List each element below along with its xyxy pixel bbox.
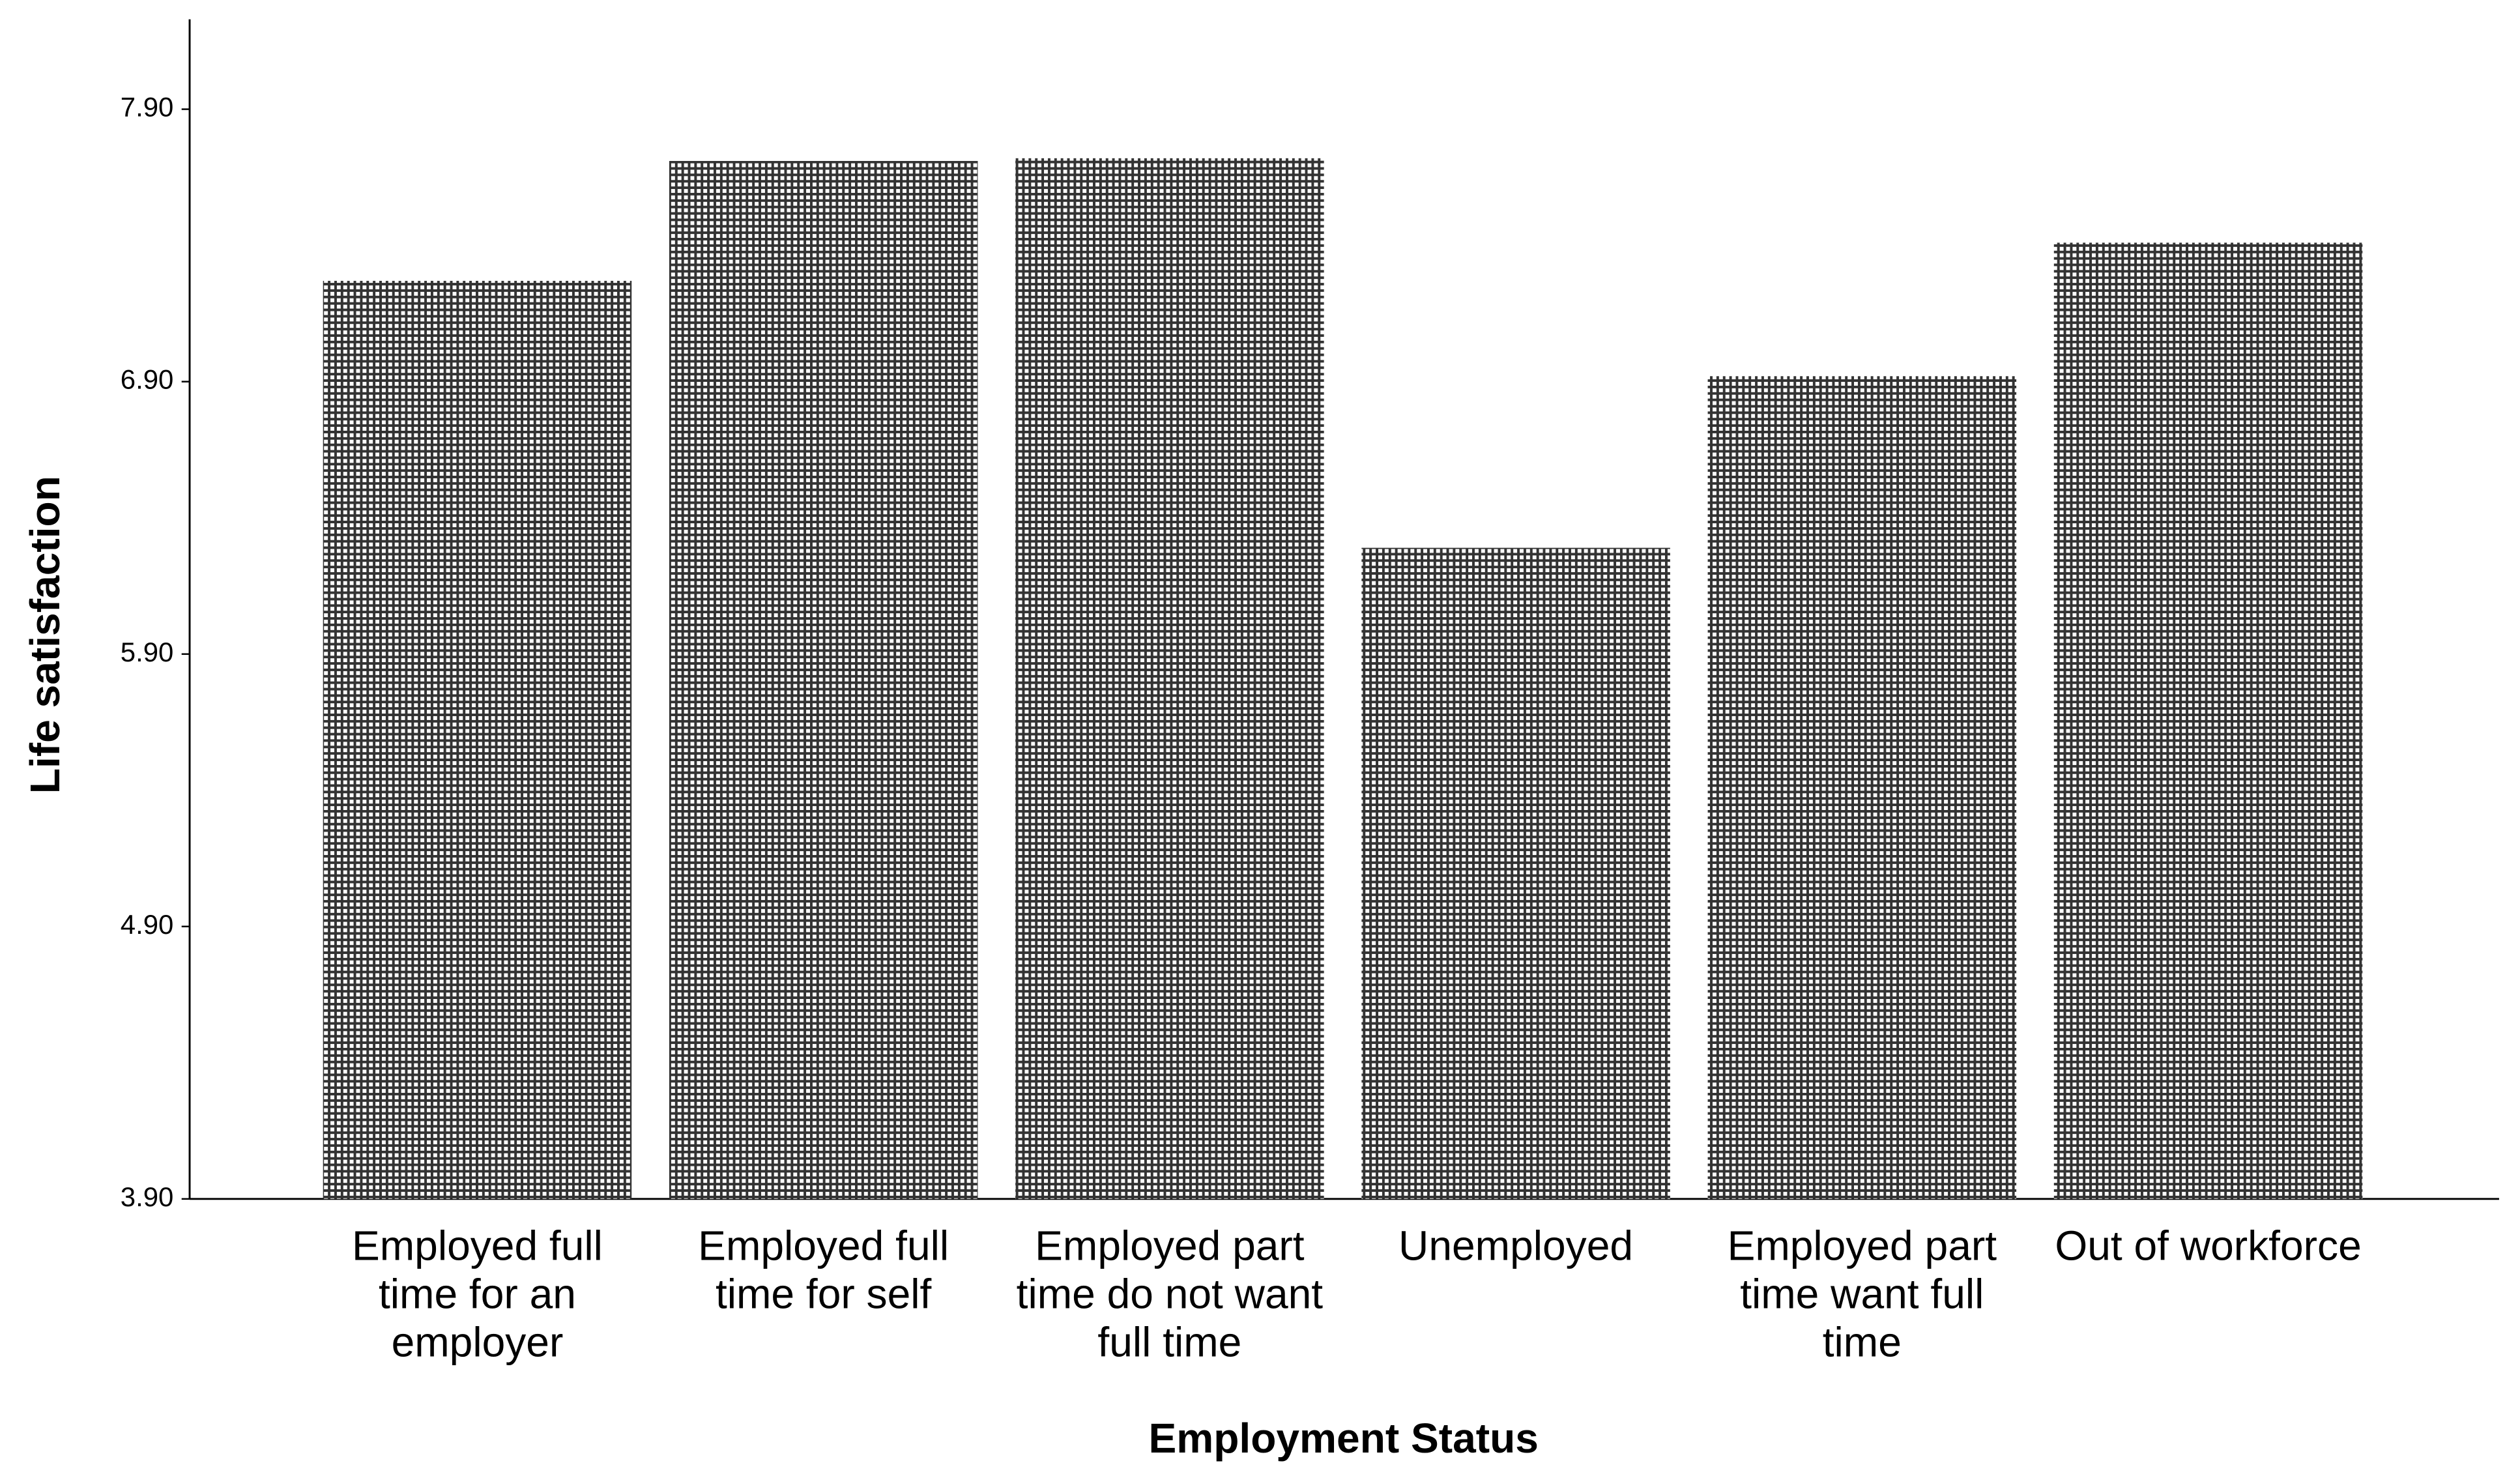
bar: [1361, 547, 1670, 1199]
y-tick-label: 3.90: [121, 1181, 174, 1212]
bar: [1707, 376, 2017, 1199]
bar: [669, 161, 978, 1199]
x-tick-label-box: Employed part time do not want full time: [1016, 1221, 1324, 1367]
y-tick-label: 7.90: [121, 92, 174, 123]
x-tick-label: Out of workforce: [2055, 1221, 2362, 1270]
x-tick-label-box: Unemployed: [1398, 1221, 1634, 1270]
x-tick-label-box: Out of workforce: [2055, 1221, 2362, 1270]
x-tick-label-box: Employed full time for self: [698, 1221, 949, 1318]
bar: [1015, 158, 1324, 1199]
y-axis-title: Life satisfaction: [22, 476, 68, 794]
bar: [2053, 242, 2363, 1199]
x-tick-label: Employed full time for an employer: [351, 1221, 603, 1367]
x-tick-label: Employed part time do not want full time: [1016, 1221, 1324, 1367]
x-tick-label-box: Employed full time for an employer: [351, 1221, 603, 1367]
x-tick-label: Employed full time for self: [698, 1221, 949, 1318]
x-axis-title: Employment Status: [1149, 1415, 1539, 1462]
y-tick-label: 4.90: [121, 909, 174, 940]
bar: [323, 280, 632, 1199]
x-tick-label: Employed part time want full time: [1727, 1221, 1997, 1367]
y-tick-label: 5.90: [121, 637, 174, 667]
y-tick-label: 6.90: [121, 364, 174, 395]
x-tick-label-box: Employed part time want full time: [1727, 1221, 1997, 1367]
x-tick-label: Unemployed: [1398, 1221, 1634, 1270]
